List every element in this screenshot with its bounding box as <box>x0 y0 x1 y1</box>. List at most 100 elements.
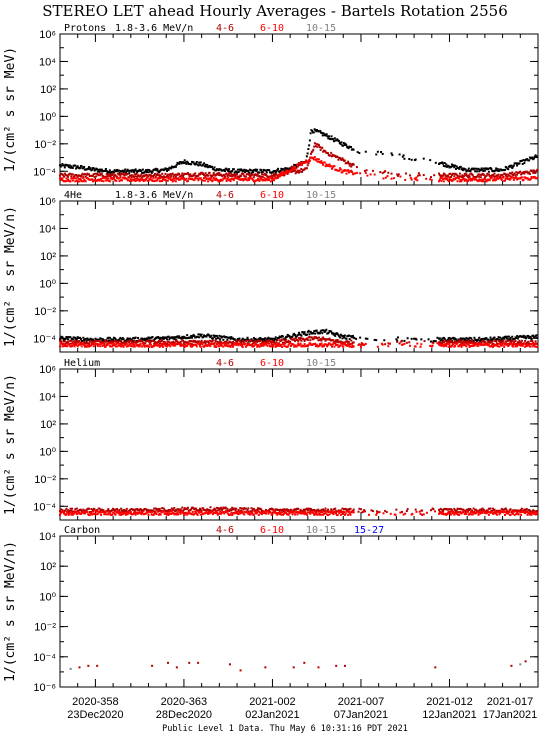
data-point <box>382 177 385 180</box>
data-point <box>336 332 339 335</box>
data-point <box>138 344 141 347</box>
data-point <box>191 510 194 513</box>
data-point <box>218 341 221 344</box>
data-point <box>194 511 197 514</box>
data-point <box>321 146 324 149</box>
data-point <box>98 507 101 510</box>
data-point <box>439 511 442 514</box>
data-point <box>192 161 195 164</box>
data-point <box>105 513 108 516</box>
data-point <box>447 165 450 168</box>
data-point <box>222 510 225 513</box>
data-point <box>376 150 379 153</box>
data-point <box>216 509 219 512</box>
data-point <box>94 168 97 171</box>
data-point <box>214 334 217 337</box>
data-point <box>336 138 339 141</box>
data-point <box>455 512 458 515</box>
data-point <box>406 337 409 340</box>
data-point <box>462 342 465 345</box>
data-point <box>474 343 477 346</box>
data-point <box>286 172 289 175</box>
data-point <box>167 340 170 343</box>
data-point <box>514 345 517 348</box>
data-point <box>265 174 268 177</box>
data-point <box>525 507 528 510</box>
data-point <box>230 341 233 344</box>
data-point <box>246 179 249 182</box>
data-point <box>483 167 486 170</box>
data-point <box>120 179 123 182</box>
data-point <box>352 345 355 348</box>
data-point <box>520 339 523 342</box>
data-point <box>268 178 271 181</box>
data-point <box>450 163 453 166</box>
x-tick-label-date: 07Jan2021 <box>334 709 388 721</box>
data-point <box>323 161 326 164</box>
data-point <box>252 513 255 516</box>
data-point <box>476 511 479 514</box>
data-point <box>339 142 342 145</box>
data-point <box>263 176 266 179</box>
data-point <box>442 180 445 183</box>
data-point <box>197 661 200 664</box>
data-point <box>449 512 452 515</box>
data-point <box>250 339 253 342</box>
data-point <box>170 178 173 181</box>
data-point <box>239 512 242 515</box>
plot-frame <box>59 33 539 186</box>
data-point <box>182 337 185 340</box>
data-point <box>364 337 367 340</box>
data-point <box>499 177 502 180</box>
data-point <box>224 506 227 509</box>
data-point <box>318 343 321 346</box>
data-point <box>224 342 227 345</box>
data-point <box>489 336 492 339</box>
data-point <box>178 335 181 338</box>
data-point <box>509 508 512 511</box>
data-point <box>297 342 300 345</box>
data-point <box>151 336 154 339</box>
data-point <box>134 342 137 345</box>
data-point <box>120 338 123 341</box>
data-point <box>264 510 267 513</box>
data-point <box>478 170 481 173</box>
data-point <box>107 336 110 339</box>
data-point <box>192 339 195 342</box>
data-point <box>124 513 127 516</box>
data-point <box>77 341 80 344</box>
data-point <box>352 148 355 151</box>
data-point <box>264 172 267 175</box>
data-point <box>198 161 201 164</box>
data-point <box>519 342 522 345</box>
data-point <box>60 340 63 343</box>
data-point <box>302 511 305 514</box>
data-point <box>510 342 513 345</box>
data-point <box>342 141 345 144</box>
data-point <box>80 345 83 348</box>
data-point <box>215 337 218 340</box>
data-point <box>529 336 532 339</box>
data-point <box>134 168 137 171</box>
data-point <box>489 341 492 344</box>
data-point <box>100 168 103 171</box>
data-point <box>166 511 169 514</box>
data-point <box>328 513 331 516</box>
data-point <box>121 169 124 172</box>
data-point <box>347 171 350 174</box>
data-point <box>189 173 192 176</box>
data-point <box>158 170 161 173</box>
data-point <box>128 512 131 515</box>
data-point <box>450 344 453 347</box>
data-point <box>456 511 459 514</box>
data-point <box>200 511 203 514</box>
y-tick-label: 10⁴ <box>39 391 56 403</box>
data-point <box>460 180 463 183</box>
data-point <box>363 169 366 172</box>
data-point <box>68 512 71 515</box>
data-point <box>313 330 316 333</box>
data-point <box>495 513 498 516</box>
data-point <box>69 336 72 339</box>
data-point <box>261 175 264 178</box>
data-point <box>482 180 485 183</box>
